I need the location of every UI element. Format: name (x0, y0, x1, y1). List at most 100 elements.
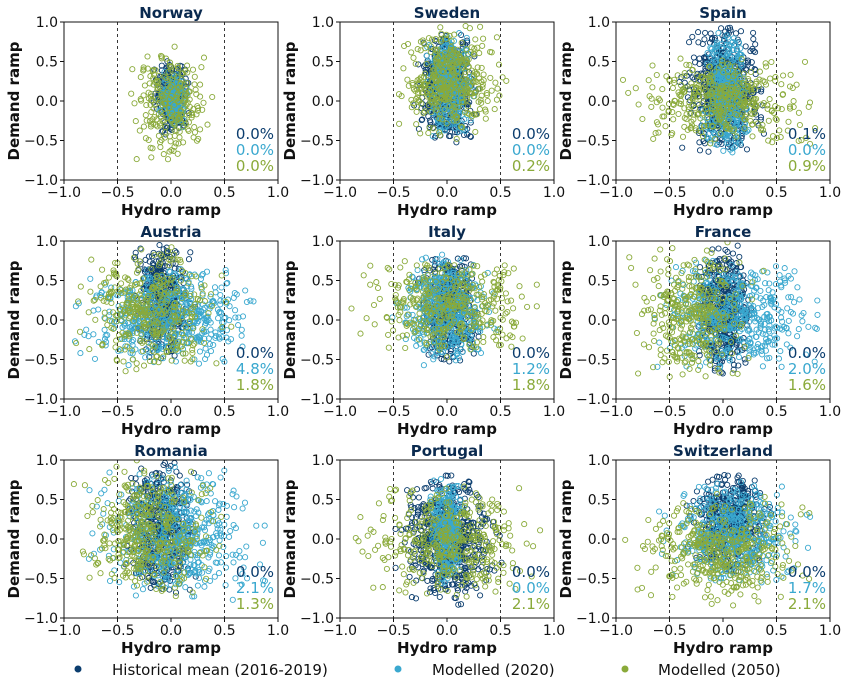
data-point (184, 108, 191, 115)
data-point (464, 103, 472, 110)
data-point (175, 140, 182, 147)
percentage-label: 0.0% (236, 157, 274, 175)
data-point (742, 43, 749, 50)
data-point (111, 284, 118, 291)
data-point (689, 66, 696, 73)
data-point (747, 68, 754, 76)
data-point (415, 61, 422, 68)
data-point (195, 318, 202, 325)
data-point (769, 133, 777, 140)
data-point (122, 286, 130, 293)
data-point (121, 322, 128, 329)
data-point (182, 270, 189, 277)
data-point (178, 70, 185, 77)
data-point (140, 123, 147, 130)
data-point (144, 53, 151, 60)
data-point (437, 24, 444, 31)
data-point (735, 57, 742, 64)
data-point (426, 82, 433, 89)
data-point (182, 292, 189, 299)
data-point (151, 343, 158, 350)
data-point (102, 342, 109, 349)
data-point (741, 125, 748, 132)
data-point (168, 92, 175, 100)
percentage-label: 0.0% (236, 125, 274, 143)
data-point (101, 279, 108, 287)
data-point (148, 305, 155, 312)
data-point (171, 72, 178, 79)
data-point (421, 70, 429, 77)
data-point (477, 23, 484, 30)
data-point (443, 57, 450, 64)
data-point (709, 126, 716, 133)
data-point (168, 335, 175, 342)
data-point (157, 251, 164, 258)
data-point (749, 121, 756, 128)
data-point (477, 96, 484, 103)
y-tick-label: −0.5 (24, 134, 58, 150)
data-point (662, 123, 669, 130)
data-point (133, 366, 140, 373)
x-tick-label: −0.5 (101, 404, 135, 420)
data-point (438, 30, 445, 37)
data-point (457, 357, 464, 364)
data-point (233, 291, 240, 298)
data-point (694, 100, 701, 107)
data-point (146, 353, 153, 360)
data-point (223, 334, 230, 341)
data-point (90, 297, 97, 304)
data-point (428, 36, 436, 43)
data-point (188, 109, 195, 116)
data-point (174, 91, 181, 98)
panel-norway: −1.0 −0.5 0.0 0.5 1.01.00.50.0−0.5−1.0Norway… (5, 4, 289, 219)
data-point (447, 80, 454, 87)
data-point (704, 114, 711, 121)
data-point (688, 80, 695, 87)
data-point (85, 333, 92, 340)
data-point (681, 70, 688, 77)
data-point (129, 356, 136, 363)
data-point (467, 119, 474, 126)
percentage-label: 4.8% (236, 360, 274, 378)
data-point (112, 344, 119, 351)
data-point (723, 81, 730, 89)
data-point (798, 137, 805, 144)
data-point (646, 93, 653, 100)
data-point (140, 362, 148, 369)
data-point (464, 37, 471, 44)
data-point (215, 315, 222, 322)
data-point (152, 79, 159, 86)
data-point (760, 100, 767, 107)
data-point (454, 46, 461, 53)
data-point (717, 130, 724, 137)
data-point (140, 338, 147, 345)
data-point (433, 114, 440, 121)
data-point (690, 93, 697, 100)
data-point (487, 74, 494, 81)
data-point (136, 302, 143, 309)
data-point (428, 110, 436, 117)
data-point (129, 347, 136, 354)
data-point (175, 99, 182, 106)
data-point (400, 65, 407, 72)
data-point (239, 313, 247, 320)
data-point (752, 80, 759, 87)
data-point (726, 90, 734, 97)
data-point (433, 106, 440, 113)
data-point (455, 103, 462, 110)
data-point (124, 343, 131, 350)
data-point (113, 357, 121, 364)
data-point (433, 56, 440, 63)
data-point (88, 256, 95, 263)
data-point (659, 86, 666, 93)
data-point (427, 43, 434, 50)
data-point (184, 126, 191, 133)
data-point (243, 298, 250, 306)
data-point (111, 325, 118, 332)
data-point (207, 348, 215, 355)
y-tick-label: −0.5 (300, 134, 334, 150)
data-point (186, 292, 193, 300)
data-point (488, 87, 495, 94)
data-point (416, 98, 423, 105)
data-point (221, 358, 228, 365)
